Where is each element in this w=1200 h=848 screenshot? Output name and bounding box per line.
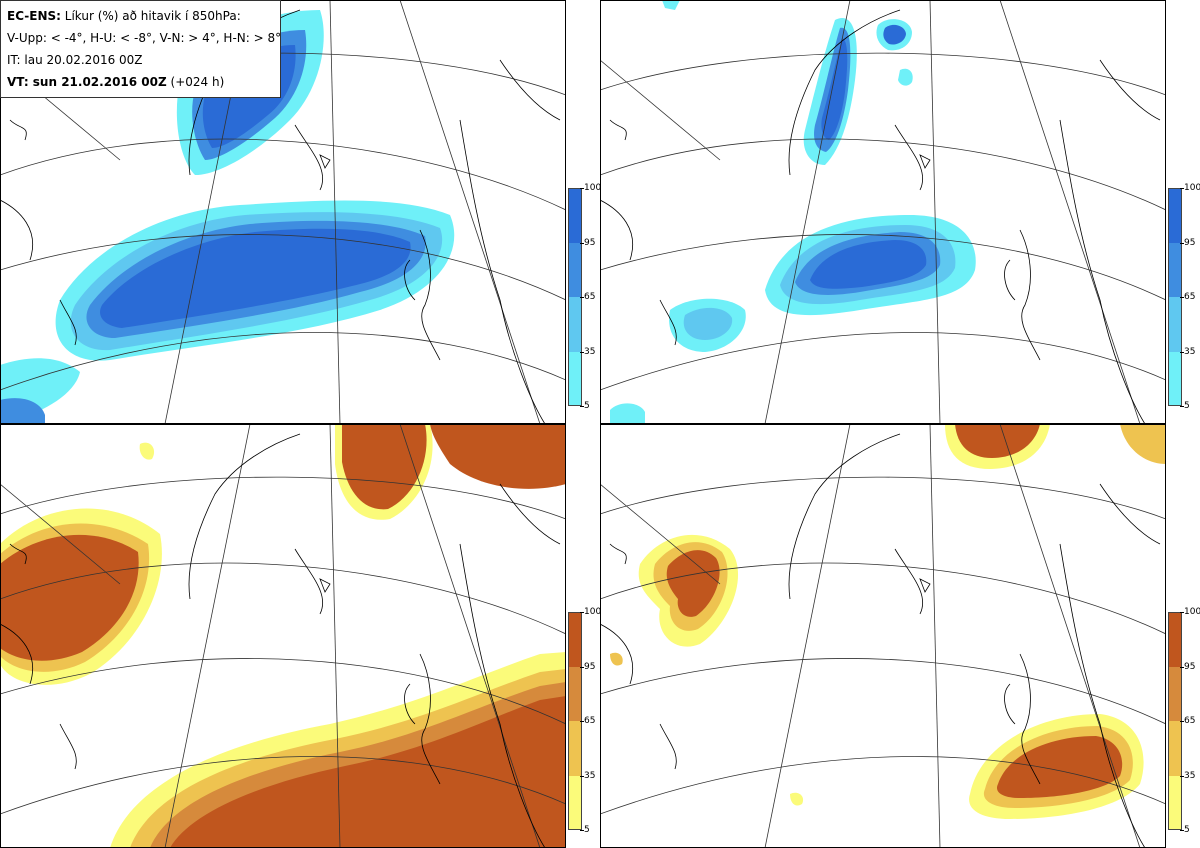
- colorbar-tick-mark: [1180, 666, 1184, 668]
- colorbar-tick-mark: [1180, 406, 1184, 407]
- colorbar-tick-label: 95: [1184, 237, 1196, 248]
- colorbar-tick-mark: [1180, 351, 1184, 353]
- colorbar-tick-mark: [580, 297, 584, 298]
- legend-thresholds: V-Upp: < -4°, H-U: < -8°, V-N: > 4°, H-N…: [7, 31, 282, 45]
- probability-field: [610, 0, 976, 424]
- colorbar-tick-label: 65: [584, 292, 596, 302]
- probability-field: [610, 424, 1166, 819]
- colorbar-tick-label: 5: [1184, 401, 1190, 411]
- colorbar-block: [1168, 612, 1182, 667]
- colorbar-block: [1168, 188, 1182, 243]
- coastlines: [600, 433, 1161, 848]
- colorbar-tick-mark: [1180, 775, 1184, 777]
- colorbar-block: [568, 242, 582, 297]
- colorbar-tick-label: 95: [1184, 661, 1196, 672]
- colorbar-tick-mark: [1180, 242, 1184, 244]
- colorbar-tick-label: 35: [1184, 770, 1196, 781]
- legend-title-line: EC-ENS: Líkur (%) að hitavik í 850hPa:: [7, 5, 274, 27]
- colorbar-tick-mark: [1180, 830, 1184, 831]
- colorbar-tick-mark: [1180, 721, 1184, 722]
- colorbar-tick-label: 95: [584, 237, 596, 248]
- colorbar-tick-mark: [1180, 297, 1184, 298]
- colorbar-block: [1168, 775, 1182, 830]
- colorbar-tick-label: 100: [1184, 607, 1200, 617]
- legend-box: EC-ENS: Líkur (%) að hitavik í 850hPa: V…: [0, 0, 281, 98]
- colorbar-tick-label: 100: [1184, 183, 1200, 193]
- colorbar-block: [1168, 242, 1182, 297]
- legend-lead-time: (+024 h): [166, 75, 225, 89]
- colorbar-block: [1168, 666, 1182, 721]
- colorbar-tick-label: 5: [1184, 825, 1190, 835]
- map-cold-extreme: [600, 0, 1166, 424]
- colorbar-tick-label: 35: [1184, 346, 1196, 357]
- colorbar-warm-left: 100 95 65 35 5: [566, 607, 606, 835]
- colorbar-block: [568, 297, 582, 352]
- legend-title: Líkur (%) að hitavik í 850hPa:: [60, 9, 241, 23]
- colorbar-tick-mark: [580, 721, 584, 722]
- map-warm-extreme: [600, 424, 1166, 848]
- colorbar-block: [568, 721, 582, 776]
- colorbar-tick-mark: [580, 188, 584, 189]
- colorbar-tick-label: 65: [1184, 292, 1196, 302]
- colorbar-tick-mark: [1180, 188, 1184, 189]
- probability-field: [0, 424, 566, 848]
- colorbar-block: [568, 775, 582, 830]
- colorbar-tick-mark: [580, 242, 584, 244]
- colorbar-block: [568, 351, 582, 406]
- colorbar-tick-label: 65: [584, 716, 596, 726]
- colorbar-tick-label: 65: [1184, 716, 1196, 726]
- colorbar-tick-mark: [580, 666, 584, 668]
- legend-valid-time: VT: sun 21.02.2016 00Z: [7, 75, 167, 89]
- colorbar-tick-mark: [580, 830, 584, 831]
- map-warm-moderate: [0, 424, 566, 848]
- map-panel-cold-moderate: EC-ENS: Líkur (%) að hitavik í 850hPa: V…: [0, 0, 566, 424]
- colorbar-block: [568, 188, 582, 243]
- colorbar-block: [1168, 721, 1182, 776]
- colorbar-block: [568, 666, 582, 721]
- colorbar-tick-mark: [580, 351, 584, 353]
- colorbar-warm: 100 95 65 35 5: [1166, 607, 1200, 835]
- coastlines: [600, 9, 1161, 424]
- graticule: [600, 424, 1166, 848]
- colorbar-tick-mark: [1180, 612, 1184, 613]
- map-panel-warm-extreme: [600, 424, 1166, 848]
- graticule: [600, 0, 1166, 424]
- graticule: [0, 424, 566, 848]
- colorbar-block: [1168, 351, 1182, 406]
- colorbar-cold-left: 100 95 65 35 5: [566, 183, 606, 411]
- map-panel-warm-moderate: [0, 424, 566, 848]
- colorbar-tick-label: 35: [584, 770, 596, 781]
- colorbar-cold: 100 95 65 35 5: [1166, 183, 1200, 411]
- colorbar-tick-mark: [580, 775, 584, 777]
- colorbar-tick-label: 95: [584, 661, 596, 672]
- legend-valid-line: VT: sun 21.02.2016 00Z (+024 h): [7, 71, 274, 93]
- colorbar-block: [568, 612, 582, 667]
- colorbar-tick-mark: [580, 612, 584, 613]
- colorbar-block: [1168, 297, 1182, 352]
- legend-initial-time: IT: lau 20.02.2016 00Z: [7, 53, 143, 67]
- colorbar-tick-label: 5: [584, 825, 590, 835]
- colorbar-tick-label: 35: [584, 346, 596, 357]
- colorbar-tick-label: 5: [584, 401, 590, 411]
- colorbar-tick-mark: [580, 406, 584, 407]
- colorbar-tick-label: 100: [584, 607, 602, 617]
- colorbar-tick-label: 100: [584, 183, 602, 193]
- coastlines: [0, 433, 561, 848]
- legend-model-label: EC-ENS:: [7, 9, 61, 23]
- map-panel-cold-extreme: [600, 0, 1166, 424]
